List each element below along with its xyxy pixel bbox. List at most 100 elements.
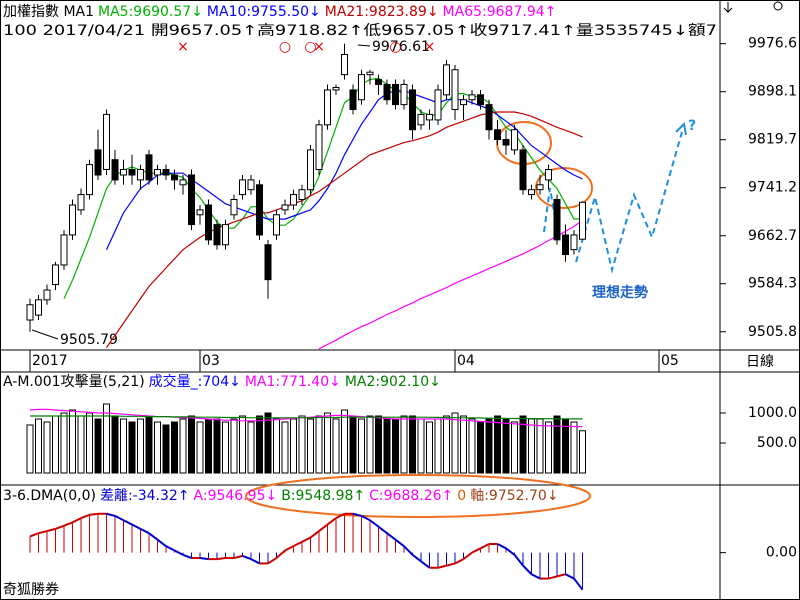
dma-line <box>131 523 141 530</box>
candle-body <box>298 189 306 200</box>
volume-bar <box>477 421 484 474</box>
dma-line <box>361 515 371 522</box>
candle-body <box>383 83 391 101</box>
volume-bar <box>375 415 382 474</box>
candle-body <box>94 149 102 176</box>
dma-line <box>377 525 388 534</box>
volume-bar <box>264 412 272 474</box>
y-tick-label: 9741.2 <box>748 180 797 196</box>
y-tick-label: 0.00 <box>766 545 797 561</box>
dma-line <box>446 562 456 567</box>
highlight-ellipse <box>535 167 593 209</box>
candle-body <box>366 71 374 76</box>
candle-body <box>460 99 467 106</box>
dma-line <box>326 517 337 526</box>
candle-body <box>349 89 357 111</box>
signal: ○ <box>389 39 401 55</box>
volume-bar <box>528 418 535 474</box>
candle-body <box>324 89 331 126</box>
volume-ma-line <box>30 415 583 420</box>
dma-line <box>394 538 405 547</box>
dma-line <box>462 551 473 560</box>
volume-bar <box>553 415 561 474</box>
dma-line <box>335 512 345 519</box>
y-tick-label: 500.0 <box>757 435 797 451</box>
volume-bar <box>426 421 433 474</box>
candle-body <box>52 264 59 286</box>
volume-bar <box>468 418 476 474</box>
dma-line <box>80 513 90 520</box>
y-tick-label: 9819.7 <box>748 132 797 148</box>
candle-body <box>239 179 246 196</box>
dma-line <box>556 573 566 578</box>
dma-line <box>38 530 48 535</box>
header-text: MA65:9687.94↑ <box>443 4 557 20</box>
volume-bar <box>349 415 357 474</box>
candle-body <box>553 198 561 241</box>
dma-line <box>165 545 175 552</box>
header-text: A:9546.95↓ <box>194 488 278 504</box>
dma-line <box>293 540 303 548</box>
candle-body <box>400 83 408 106</box>
volume-bar <box>188 415 195 474</box>
candle-body <box>60 234 68 266</box>
dma-line <box>420 560 431 569</box>
x-tick-label: 05 <box>661 353 679 369</box>
signal: × <box>424 39 436 55</box>
dma-line <box>318 523 329 532</box>
header-text: MA5:9690.57↓ <box>98 4 203 20</box>
volume-bar <box>290 418 297 474</box>
header-text: B:9548.98↑ <box>281 488 365 504</box>
dma-line <box>505 547 516 556</box>
candle-body <box>43 289 51 301</box>
y-tick-label: 9584.3 <box>748 276 797 292</box>
brand: 奇狐勝券 <box>3 581 59 598</box>
candle-body <box>77 194 85 211</box>
volume-bar <box>69 409 76 474</box>
dma-line <box>216 557 226 561</box>
volume-bar <box>451 412 459 474</box>
candle-body <box>332 87 340 91</box>
volume-bar <box>196 421 204 474</box>
candle-body <box>281 204 289 211</box>
icon-close[interactable] <box>773 1 783 11</box>
dma-line <box>275 549 286 559</box>
icon-down[interactable] <box>723 2 733 13</box>
volume-bar <box>120 418 127 474</box>
volume-bar <box>392 418 399 474</box>
trend-label: 理想走勢 <box>592 284 648 301</box>
volume-bar <box>315 415 323 474</box>
volume-bar <box>341 409 348 474</box>
candle-body <box>358 74 365 101</box>
dma-line <box>548 575 558 580</box>
candle-body <box>35 299 42 316</box>
dma-line <box>471 547 481 554</box>
candle-body <box>570 234 578 251</box>
candle-body <box>315 124 323 170</box>
dma-line <box>29 532 39 538</box>
dma-line <box>242 554 252 561</box>
dma-line <box>386 532 397 541</box>
volume-bar <box>298 415 306 474</box>
volume-bar <box>460 415 467 474</box>
candle-body <box>536 184 544 191</box>
dma-line <box>284 545 294 552</box>
volume-bar <box>230 418 238 474</box>
volume-bar <box>103 403 110 474</box>
volume-bar <box>213 418 221 474</box>
dma-line <box>309 530 320 539</box>
dma-line <box>233 554 243 560</box>
volume-bar <box>94 418 102 474</box>
trend-arrowhead <box>675 121 687 136</box>
ma-line <box>318 219 583 350</box>
volume-bar <box>77 415 85 474</box>
candle-body <box>230 198 238 216</box>
candle-body <box>247 179 255 191</box>
volume-bar <box>239 415 246 474</box>
volume-bar <box>383 418 391 474</box>
volume-bar <box>273 418 280 474</box>
dma-line <box>513 554 524 567</box>
dma-line <box>497 543 507 550</box>
high-leader <box>357 44 371 47</box>
